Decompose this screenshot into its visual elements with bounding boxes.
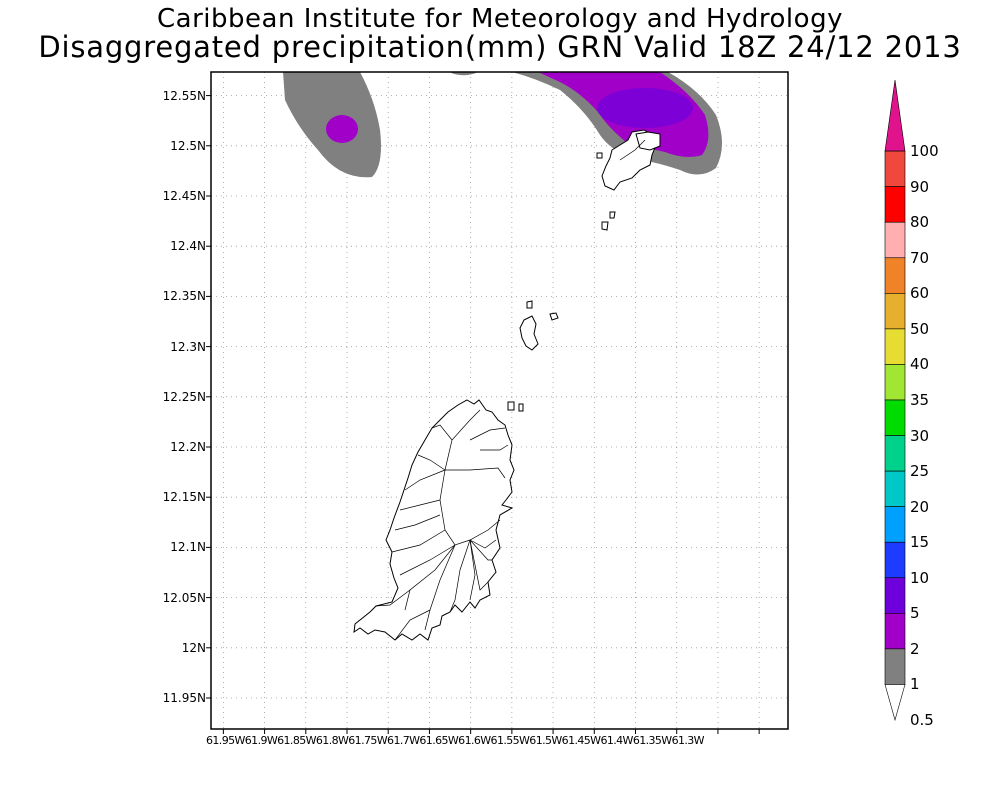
legend-label: 0.5 — [910, 711, 934, 729]
chart-subtitle: Disaggregated precipitation(mm) GRN Vali… — [38, 30, 962, 64]
lat-tick-label: 12.25N — [162, 389, 206, 404]
lat-tick-label: 12.35N — [162, 289, 206, 304]
island-small-7 — [596, 152, 603, 159]
legend-swatch — [884, 435, 906, 472]
legend-swatch — [884, 613, 906, 650]
legend-label: 2 — [910, 639, 920, 658]
island-petite-martinique — [635, 131, 661, 151]
island-small-2 — [549, 312, 559, 321]
lat-tick-label: 12.4N — [170, 239, 206, 254]
legend-swatch — [884, 257, 906, 294]
island-small-4 — [609, 211, 616, 219]
lat-tick-label: 12N — [181, 640, 206, 655]
legend-swatch — [884, 293, 906, 330]
precipitation-field — [283, 72, 722, 178]
legend-label: 80 — [910, 213, 930, 232]
map-frame — [210, 71, 789, 730]
legend-label: 35 — [910, 391, 930, 409]
legend-swatch — [884, 506, 906, 543]
legend-swatch — [884, 577, 906, 614]
legend-swatch — [884, 328, 906, 365]
legend-label: 100 — [910, 142, 939, 161]
island-ronde — [519, 315, 539, 351]
island-small-3 — [601, 221, 609, 231]
precip-area-top-gray — [450, 72, 478, 76]
lat-tick-label: 12.1N — [170, 540, 206, 555]
precip-area-northeast-violet — [597, 88, 693, 128]
legend-label: 15 — [910, 533, 930, 552]
legend-label: 50 — [910, 319, 930, 338]
legend-label: 30 — [910, 426, 930, 445]
lat-tick-label: 12.55N — [162, 88, 206, 103]
legend-swatch — [884, 186, 906, 223]
island-small-1 — [526, 300, 533, 309]
legend-label: 1 — [910, 675, 920, 694]
island-small-5 — [507, 401, 515, 411]
legend-label: 10 — [910, 568, 930, 587]
legend-swatch — [884, 648, 906, 685]
longitude-axis-labels: 61.95W61.9W61.85W61.8W61.75W61.7W61.65W6… — [206, 734, 705, 747]
legend-swatch — [884, 470, 906, 507]
lat-tick-label: 12.45N — [162, 188, 206, 203]
lat-tick-label: 12.05N — [162, 590, 206, 605]
legend-swatch — [884, 364, 906, 401]
legend-swatch — [884, 399, 906, 436]
legend-swatch — [884, 150, 906, 187]
legend-swatch — [884, 541, 906, 579]
legend-label: 40 — [910, 355, 930, 374]
watershed-boundaries — [375, 139, 646, 641]
legend-label: 20 — [910, 497, 930, 516]
legend-swatch — [884, 221, 906, 259]
legend-swatch — [884, 684, 906, 722]
axis-ticks — [206, 95, 760, 734]
precip-area-northwest-purple — [326, 115, 358, 143]
lat-tick-label: 12.3N — [170, 339, 206, 354]
lat-tick-label: 11.95N — [162, 690, 206, 705]
lat-tick-label: 12.15N — [162, 490, 206, 505]
legend-label: 25 — [910, 462, 930, 481]
legend-label: 60 — [910, 284, 930, 303]
chart-title: Caribbean Institute for Meteorology and … — [157, 4, 843, 34]
lat-tick-label: 12.5N — [170, 138, 206, 153]
island-small-6 — [518, 403, 524, 412]
legend-label: 5 — [910, 604, 920, 623]
legend-label: 90 — [910, 177, 930, 196]
lat-tick-label: 12.2N — [170, 439, 206, 454]
legend-label: 70 — [910, 248, 930, 267]
legend-swatch — [884, 79, 906, 152]
